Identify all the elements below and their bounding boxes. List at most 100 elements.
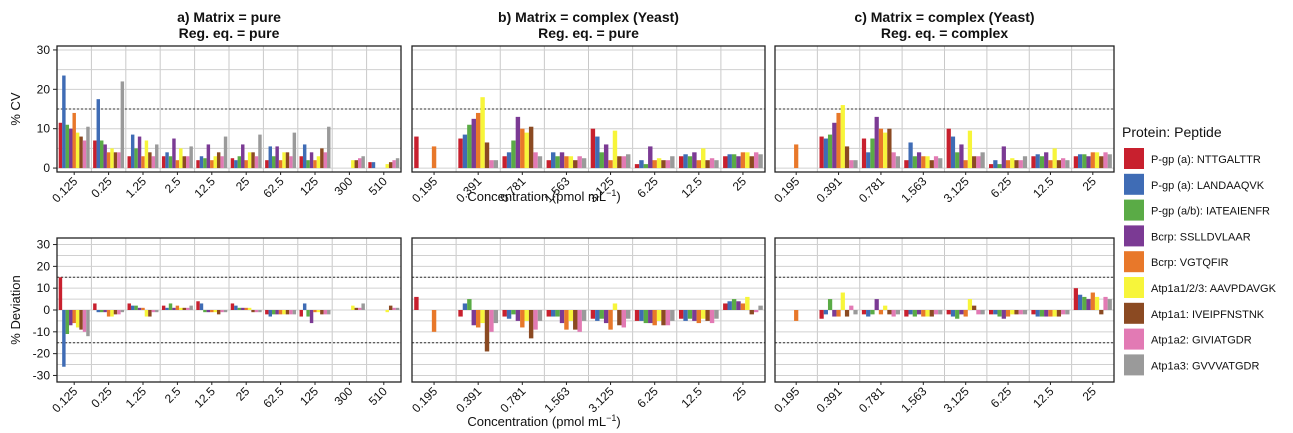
bar	[595, 310, 600, 321]
bar	[199, 156, 204, 169]
legend-swatch	[1124, 277, 1144, 298]
bar	[626, 310, 631, 319]
bar	[414, 136, 419, 169]
bar	[891, 310, 896, 317]
bar	[237, 156, 242, 169]
bar	[62, 75, 66, 169]
bar	[608, 310, 613, 330]
bar	[247, 152, 252, 169]
bar	[414, 296, 419, 310]
bar	[1052, 310, 1057, 317]
bar	[475, 112, 481, 169]
bar	[656, 310, 662, 321]
bar	[1005, 310, 1011, 317]
y-tick-label: -10	[33, 325, 51, 339]
bar	[844, 310, 850, 317]
bar	[1082, 154, 1087, 169]
bar	[955, 152, 960, 169]
bar	[471, 310, 476, 326]
x-tick-label: 300	[331, 384, 355, 408]
bar	[1039, 310, 1045, 317]
bar	[1031, 310, 1036, 315]
bar	[758, 305, 763, 310]
panel-6: 0.195 0.391 0.781 1.563 3.125 6.25 12.5 25	[771, 237, 1115, 415]
x-tick-label: 2.5	[162, 384, 184, 406]
bar	[701, 148, 706, 169]
bar	[313, 310, 317, 313]
bar	[687, 156, 693, 169]
x-tick-label: 12.5	[679, 384, 706, 411]
bar	[921, 156, 926, 169]
bar	[103, 310, 107, 313]
bar	[86, 126, 90, 169]
x-tick-label: 12.5	[192, 174, 219, 201]
legend-swatch	[1124, 328, 1144, 350]
y-tick-label: -30	[33, 368, 51, 382]
bar	[289, 310, 293, 315]
legend-label: Bcrp: VGTQFIR	[1151, 257, 1229, 269]
bar	[749, 156, 754, 169]
bar	[493, 310, 499, 324]
bar	[309, 152, 314, 169]
bar	[106, 152, 111, 169]
bar	[1103, 152, 1108, 169]
bar	[617, 156, 622, 169]
bar	[972, 156, 977, 169]
bar	[511, 310, 516, 315]
bar	[127, 303, 131, 310]
bar	[878, 310, 884, 315]
bar	[590, 128, 596, 169]
bar	[137, 136, 142, 169]
bar	[86, 310, 90, 337]
bar	[976, 156, 981, 169]
bar	[480, 310, 485, 324]
bar	[1048, 310, 1053, 317]
bar	[745, 152, 750, 169]
bar	[1065, 160, 1070, 169]
x-tick-label: 25	[233, 384, 253, 404]
bar	[258, 310, 262, 313]
bar	[388, 162, 393, 169]
bar	[1056, 160, 1062, 169]
bar	[955, 310, 960, 319]
bar	[275, 146, 279, 169]
bar	[1035, 154, 1040, 169]
bar	[120, 310, 125, 313]
bar	[462, 303, 468, 310]
bar	[874, 299, 879, 310]
bar	[1073, 156, 1078, 169]
bar	[515, 310, 521, 321]
bar	[327, 126, 331, 169]
bar	[895, 156, 901, 169]
bar	[137, 307, 142, 310]
bar	[179, 148, 183, 169]
bar	[161, 305, 166, 310]
bar	[714, 310, 719, 319]
bar	[1107, 299, 1112, 310]
bar	[96, 310, 100, 313]
bar	[1018, 310, 1023, 315]
bar	[827, 134, 833, 169]
x-tick-label: 12.5	[679, 174, 706, 201]
bar	[687, 310, 693, 319]
bar	[938, 310, 943, 315]
bar	[186, 307, 190, 310]
bar	[175, 160, 180, 169]
bar	[861, 310, 867, 315]
bar	[993, 310, 998, 315]
y-tick-label: 20	[37, 82, 51, 96]
bar	[861, 138, 867, 169]
bar	[493, 160, 499, 169]
bar	[431, 146, 437, 169]
bar	[392, 160, 396, 169]
bar	[731, 299, 737, 310]
bar	[268, 146, 272, 169]
bar	[103, 144, 107, 169]
x-tick-label: 0.195	[409, 384, 440, 415]
bar	[723, 156, 728, 169]
bar	[388, 305, 393, 310]
bar	[354, 307, 358, 310]
bar	[392, 307, 396, 310]
bar	[327, 310, 331, 315]
bar	[251, 310, 255, 313]
